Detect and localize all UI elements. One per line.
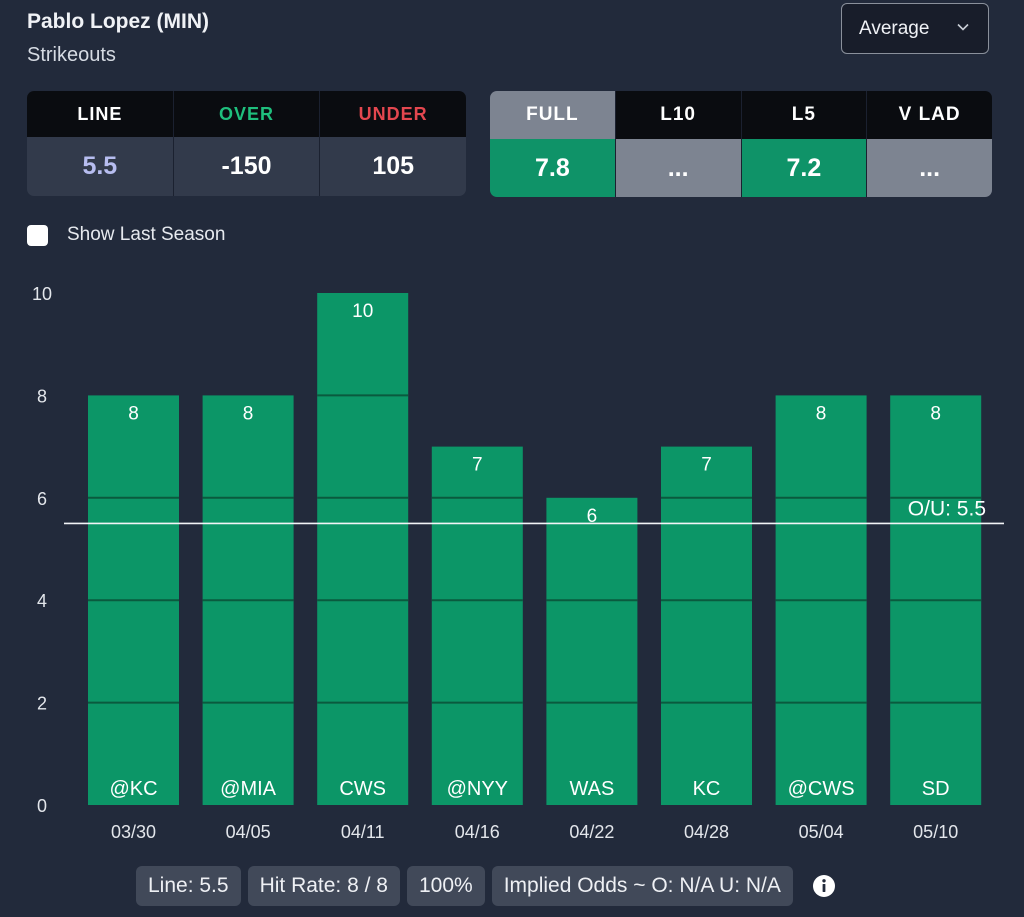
ou-label: O/U: 5.5: [908, 497, 986, 520]
opponent-label: WAS: [569, 778, 614, 800]
average-label: L10: [615, 91, 741, 139]
summary-footer: Line: 5.5 Hit Rate: 8 / 8 100% Implied O…: [136, 866, 836, 906]
average-value: ...: [867, 139, 992, 197]
odds-value-line: 5.5: [82, 152, 118, 180]
data-label: 10: [352, 301, 373, 322]
data-label: 8: [930, 403, 941, 424]
data-label: 7: [701, 455, 712, 476]
chevron-down-icon: [957, 23, 969, 31]
opponent-label: @MIA: [220, 778, 277, 800]
x-tick-label: 03/30: [111, 822, 156, 842]
hit-percent-pill: 100%: [406, 866, 485, 906]
average-tab-l10[interactable]: L10 ...: [614, 91, 741, 197]
average-label: FULL: [490, 91, 615, 139]
data-label: 6: [587, 506, 598, 527]
opponent-label: KC: [693, 778, 721, 800]
show-last-season-label: Show Last Season: [67, 224, 226, 245]
y-tick-label: 10: [32, 284, 52, 304]
x-tick-label: 05/10: [913, 822, 958, 842]
odds-table: LINE OVER UNDER 5.5 -150 105: [27, 91, 466, 196]
info-icon[interactable]: [812, 874, 836, 898]
odds-value-under: 105: [319, 137, 466, 196]
average-dropdown[interactable]: Average: [841, 3, 989, 54]
strikeouts-bar-chart: 0 2 4 6 8 10 8 @KC 03/30 8 @MIA 04/05 10 CWS 04/11 7 @NY…: [32, 284, 1004, 842]
stat-name: Strikeouts: [27, 44, 116, 66]
y-tick-label: 2: [37, 694, 47, 714]
implied-odds-pill: Implied Odds ~ O: N/A U: N/A: [491, 866, 793, 906]
show-last-season-toggle[interactable]: Show Last Season: [27, 224, 225, 246]
opponent-label: CWS: [339, 778, 386, 800]
average-tab-v-lad[interactable]: V LAD ...: [866, 91, 992, 197]
odds-value-over: -150: [172, 137, 320, 196]
odds-header-line: LINE: [77, 103, 123, 124]
y-tick-label: 0: [37, 796, 47, 816]
average-tab-l5[interactable]: L5 7.2: [740, 91, 867, 197]
x-tick-label: 04/05: [226, 822, 271, 842]
bar: [661, 446, 752, 805]
odds-header-under: UNDER: [319, 91, 466, 137]
odds-header-over: OVER: [172, 91, 320, 137]
average-label: L5: [741, 91, 867, 139]
hit-rate-pill: Hit Rate: 8 / 8: [247, 866, 400, 906]
average-value: 7.8: [490, 139, 615, 197]
average-value: 7.2: [741, 139, 867, 197]
x-tick-label: 04/22: [569, 822, 614, 842]
average-label: V LAD: [867, 91, 992, 139]
player-name: Pablo Lopez (MIN): [27, 10, 209, 33]
average-value: ...: [615, 139, 741, 197]
x-tick-label: 04/16: [455, 822, 500, 842]
opponent-label: @CWS: [788, 778, 855, 800]
bar: [431, 446, 523, 805]
show-last-season-checkbox[interactable]: [27, 224, 48, 246]
average-tab-full[interactable]: FULL 7.8: [490, 91, 615, 197]
data-label: 7: [472, 455, 483, 476]
x-tick-label: 05/04: [799, 822, 844, 842]
odds-value-row: 5.5 -150 105: [27, 137, 466, 196]
x-tick-label: 04/28: [684, 822, 729, 842]
data-label: 8: [243, 403, 254, 424]
opponent-label: @NYY: [447, 778, 508, 800]
opponent-label: @KC: [109, 778, 157, 800]
data-label: 8: [816, 403, 827, 424]
averages-table: FULL 7.8 L10 ... L5 7.2 V LAD ...: [490, 91, 992, 197]
bar: [317, 293, 409, 805]
bar: [546, 497, 638, 805]
y-tick-label: 4: [37, 591, 47, 611]
odds-header-row: LINE OVER UNDER: [27, 91, 466, 137]
y-tick-label: 6: [37, 489, 47, 509]
x-tick-label: 04/11: [341, 822, 385, 842]
opponent-label: SD: [922, 778, 950, 800]
dropdown-value: Average: [859, 17, 930, 39]
data-label: 8: [128, 403, 139, 424]
y-tick-label: 8: [37, 386, 47, 406]
line-pill: Line: 5.5: [136, 866, 241, 906]
